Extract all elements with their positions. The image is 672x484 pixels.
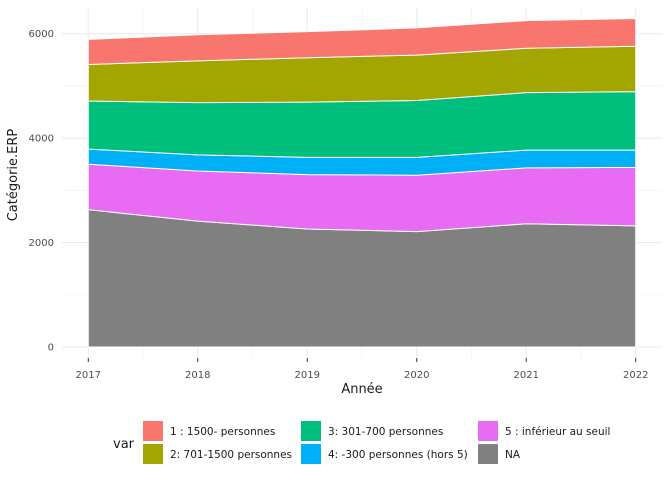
- x-tick-label: 2019: [295, 370, 320, 381]
- x-axis-title: Année: [341, 382, 382, 397]
- legend-label-1-1500-personnes: 1 : 1500- personnes: [170, 426, 275, 438]
- x-tick-label: 2021: [514, 370, 539, 381]
- areas: [87, 18, 637, 348]
- legend-key-4-300-personnes-hors-5: [301, 444, 321, 464]
- legend-label-4-300-personnes-hors-5: 4: -300 personnes (hors 5): [328, 449, 468, 461]
- x-tick-label: 2017: [76, 370, 101, 381]
- legend-title: var: [113, 437, 135, 452]
- y-axis-title: Catégorie.ERP: [6, 129, 21, 222]
- legend-label-na: NA: [505, 449, 521, 461]
- legend-key-3-301-700-personnes: [301, 421, 321, 441]
- legend-key-5-inf-rieur-au-seuil: [478, 421, 498, 441]
- x-tick-label: 2018: [185, 370, 210, 381]
- legend-label-2-701-1500-personnes: 2: 701-1500 personnes: [170, 449, 292, 461]
- x-tick-label: 2022: [623, 370, 648, 381]
- legend: var 1 : 1500- personnes 2: 701-1500 perso…: [113, 421, 610, 464]
- legend-label-3-301-700-personnes: 3: 301-700 personnes: [328, 426, 443, 438]
- x-axis-ticks: 2017 2018 2019 2020 2021 2022: [76, 358, 648, 381]
- legend-key-1-1500-personnes: [143, 421, 163, 441]
- y-tick-label: 6000: [29, 29, 54, 40]
- y-tick-label: 0: [48, 343, 54, 354]
- y-axis-ticks: 0 2000 4000 6000: [29, 29, 54, 353]
- area-series-1-1500-personnes: [87, 18, 637, 65]
- legend-key-2-701-1500-personnes: [143, 444, 163, 464]
- x-tick-label: 2020: [404, 370, 429, 381]
- y-tick-label: 4000: [29, 134, 54, 145]
- legend-key-na: [478, 444, 498, 464]
- y-tick-label: 2000: [29, 238, 54, 249]
- legend-label-5-inf-rieur-au-seuil: 5 : inférieur au seuil: [505, 426, 610, 438]
